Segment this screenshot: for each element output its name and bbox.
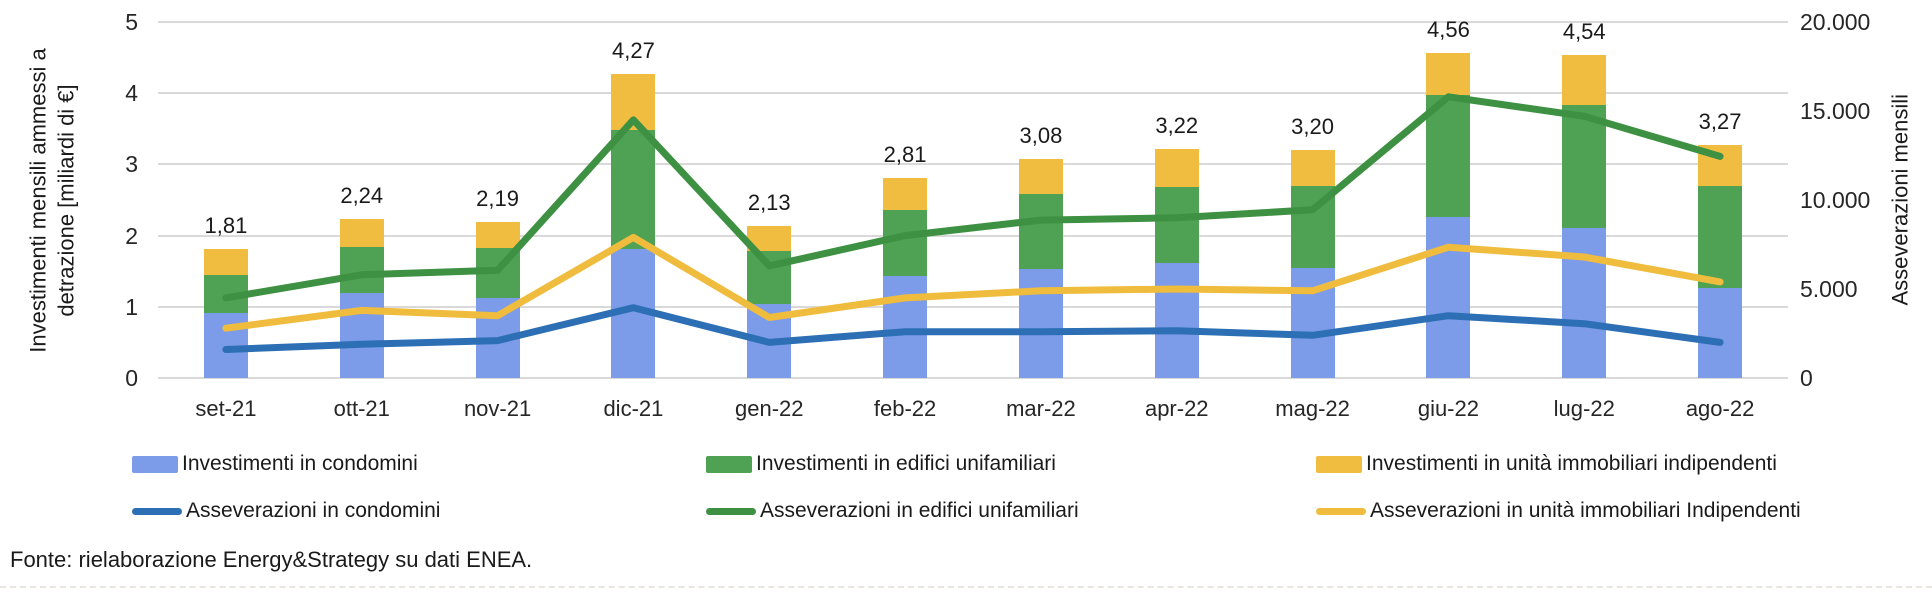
x-axis-label: dic-21 [603,396,664,421]
legend-item: Asseverazioni in unità immobiliari Indip… [1316,499,1801,523]
legend-bar-swatch [1316,455,1362,473]
legend-line-swatch [1316,507,1366,515]
bar-total-label: 3,22 [1155,112,1199,138]
legend-label: Asseverazioni in condomini [186,499,441,522]
bar-segment [203,249,248,275]
bottom-divider [0,586,1932,588]
bar-total-label: 4,56 [1426,17,1470,43]
bar-segment [883,209,928,277]
right-axis-tick: 0 [1800,365,1813,391]
x-axis-label: ott-21 [333,396,390,421]
legend-item: Investimenti in unità immobiliari indipe… [1316,452,1777,476]
source-note: Fonte: rielaborazione Energy&Strategy su… [10,547,533,572]
gridline [158,21,1788,23]
bar-total-label: 4,27 [611,37,655,63]
gridline [158,234,1788,237]
right-axis-tick: 20.000 [1800,9,1871,35]
bar-segment [1154,148,1199,188]
bar-segment [339,218,384,247]
gridline [158,305,1788,308]
bar-segment [1290,150,1335,186]
legend-line-swatch [132,507,182,515]
line-asseverazioni-in-condomini [222,304,1724,353]
legend-label: Investimenti in edifici unifamiliari [756,452,1056,475]
legend-item: Asseverazioni in condomini [132,499,440,523]
left-axis-tick: 5 [125,9,138,35]
x-axis-label: set-21 [195,396,257,421]
x-axis-label: nov-21 [463,396,532,421]
legend-bar-swatch [706,455,752,473]
left-axis-tick: 3 [125,151,138,178]
bar-segment [883,177,928,210]
x-axis-labels: set-21 ott-21 nov-21 dic-21 gen-22 feb-22 mar-… [158,396,1788,426]
bar-segment [1426,53,1471,95]
bar-segment [475,222,520,249]
legend-line-swatch [706,507,756,515]
legend-item: Investimenti in edifici unifamiliari [706,452,1056,476]
x-axis-label: apr-22 [1144,396,1209,421]
legend-bar-swatch [132,455,178,473]
bar-total-label: 3,27 [1698,109,1742,135]
right-axis-tick: 10.000 [1800,187,1871,213]
bar-total-label: 2,19 [476,186,519,212]
x-axis-label: ago-22 [1685,396,1755,421]
legend-item: Asseverazioni in edifici unifamiliari [706,499,1079,523]
bar-segment [883,276,928,378]
bar-segment [1426,94,1471,218]
x-axis-label: mar-22 [1006,396,1076,421]
bar-segment [339,292,384,378]
legend-item: Investimenti in condomini [132,452,418,476]
line-series-layer [222,93,1724,353]
x-axis-label: gen-22 [734,396,804,421]
legend-label: Investimenti in unità immobiliari indipe… [1366,452,1777,475]
bar-segment [1154,263,1199,378]
left-axis-tick: 2 [125,222,138,249]
right-axis-tick: 15.000 [1800,98,1871,124]
bar-segment [1154,187,1199,264]
bar-total-label: 2,13 [747,190,791,216]
bar-segment [1698,185,1743,288]
bar-segment [1562,54,1607,105]
right-axis-ticks: 0 5.000 10.000 15.000 20.000 [1800,10,1920,390]
bar-segment [611,129,656,250]
bar-total-label: 2,81 [883,141,927,167]
right-axis-tick: 5.000 [1800,276,1858,302]
right-axis-title-text: Asseverazioni mensili [1887,94,1913,306]
bar-total-label: 4,54 [1562,18,1606,44]
legend-label: Asseverazioni in edifici unifamiliari [760,499,1079,522]
right-axis-title: Asseverazioni mensili [1872,22,1928,378]
bar-segment [1698,287,1743,378]
gridline [158,92,1788,95]
left-axis-ticks: 0 1 2 3 4 5 [0,10,146,390]
bar-segment [339,247,384,293]
gridline [158,377,1788,379]
bar-total-label: 3,20 [1291,114,1334,140]
bar-segment [1562,104,1607,229]
bar-total-label: 2,24 [340,182,384,208]
x-axis-label: giu-22 [1417,396,1479,421]
left-axis-tick: 4 [125,80,138,107]
bar-total-label: 1,81 [204,213,248,239]
bar-segment [1018,194,1063,270]
line-asseverazioni-in-edifici-unifamiliari [222,93,1724,302]
line-asseverazioni-in-unit-immobiliari-indipendenti [222,233,1724,332]
plot-area: 1,81 2,24 2,19 4,27 2,13 2,81 3,08 3,22 3,20 4,56… [158,17,1788,379]
gridline [158,163,1788,166]
bar-total-label: 3,08 [1019,122,1063,148]
x-axis-label: lug-22 [1553,396,1615,421]
legend-label: Investimenti in condomini [182,452,418,475]
bar-segment [1018,158,1063,195]
x-axis-label: feb-22 [873,396,937,421]
x-axis-label: mag-22 [1275,396,1350,421]
left-axis-tick: 1 [125,293,138,320]
legend-label: Asseverazioni in unità immobiliari Indip… [1370,499,1801,522]
left-axis-tick: 0 [125,365,138,391]
